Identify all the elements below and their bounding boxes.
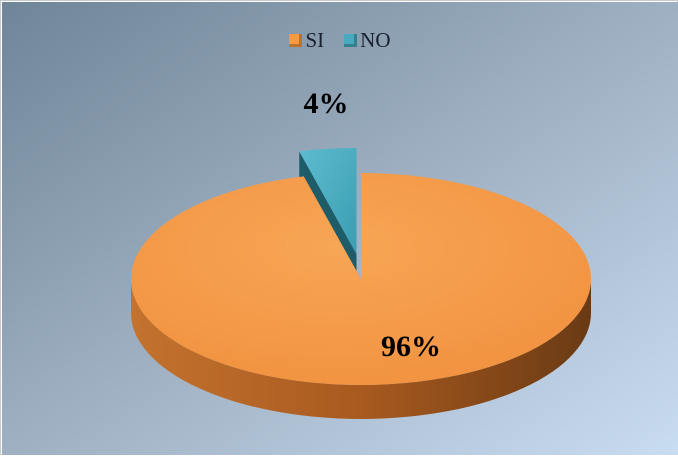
legend-marker-no (344, 34, 358, 47)
legend-item-no: NO (344, 28, 391, 53)
data-label-si: 96% (381, 330, 441, 363)
pie-slice-si-side (131, 279, 591, 419)
legend-item-si: SI (289, 28, 324, 53)
pie-slice-no-top (299, 147, 357, 254)
legend-marker-si (289, 34, 303, 47)
data-label-no: 4% (304, 87, 349, 120)
legend-label-no: NO (360, 28, 391, 52)
pie-slice-si-top (130, 173, 591, 385)
legend-label-si: SI (305, 28, 325, 52)
pie-slice-si (130, 173, 591, 419)
legend: SI NO (1, 28, 678, 53)
